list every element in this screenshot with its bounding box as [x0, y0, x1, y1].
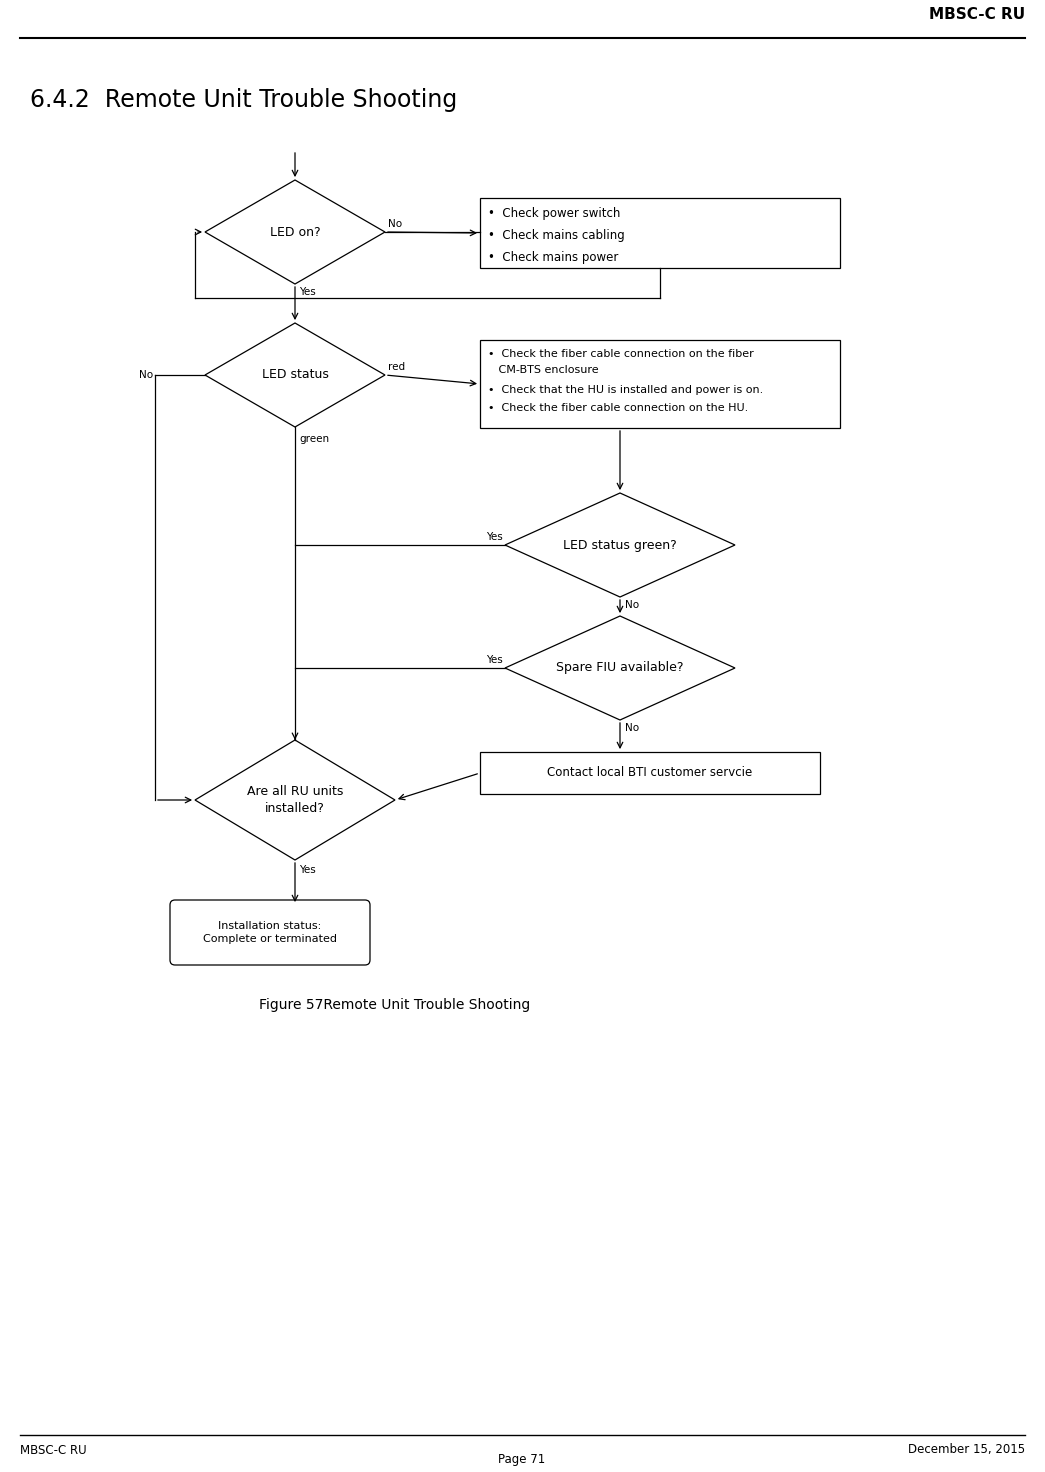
- Text: No: No: [139, 369, 153, 380]
- Text: Contact local BTI customer servcie: Contact local BTI customer servcie: [548, 767, 752, 780]
- Text: 6.4.2  Remote Unit Trouble Shooting: 6.4.2 Remote Unit Trouble Shooting: [30, 88, 458, 112]
- Text: LED on?: LED on?: [270, 225, 321, 238]
- Text: CM-BTS enclosure: CM-BTS enclosure: [488, 365, 599, 375]
- Text: •  Check the fiber cable connection on the HU.: • Check the fiber cable connection on th…: [488, 403, 748, 414]
- Text: Installation status:
Complete or terminated: Installation status: Complete or termina…: [203, 921, 336, 944]
- Text: •  Check the fiber cable connection on the fiber: • Check the fiber cable connection on th…: [488, 349, 753, 359]
- Text: •  Check mains power: • Check mains power: [488, 250, 619, 263]
- Text: Yes: Yes: [299, 287, 316, 297]
- Text: LED status: LED status: [261, 368, 328, 381]
- Bar: [480, 340, 840, 428]
- Bar: [480, 752, 820, 793]
- Text: Yes: Yes: [299, 866, 316, 874]
- Text: December 15, 2015: December 15, 2015: [908, 1444, 1025, 1456]
- Text: •  Check that the HU is installed and power is on.: • Check that the HU is installed and pow…: [488, 386, 763, 394]
- Text: No: No: [625, 601, 640, 609]
- Text: Page 71: Page 71: [498, 1453, 545, 1466]
- Text: No: No: [625, 723, 640, 733]
- Text: MBSC-C RU: MBSC-C RU: [929, 7, 1025, 22]
- Text: •  Check power switch: • Check power switch: [488, 206, 621, 219]
- Text: •  Check mains cabling: • Check mains cabling: [488, 228, 625, 241]
- Text: MBSC-C RU: MBSC-C RU: [20, 1444, 87, 1456]
- Text: LED status green?: LED status green?: [563, 539, 677, 552]
- Text: Yes: Yes: [486, 531, 503, 542]
- Text: Are all RU units
installed?: Are all RU units installed?: [247, 785, 343, 815]
- Text: green: green: [299, 434, 329, 445]
- Text: Figure 57Remote Unit Trouble Shooting: Figure 57Remote Unit Trouble Shooting: [259, 998, 531, 1013]
- Text: No: No: [388, 219, 402, 230]
- Text: red: red: [388, 362, 405, 372]
- Text: Spare FIU available?: Spare FIU available?: [556, 661, 683, 674]
- Text: Yes: Yes: [486, 655, 503, 665]
- Bar: [480, 199, 840, 268]
